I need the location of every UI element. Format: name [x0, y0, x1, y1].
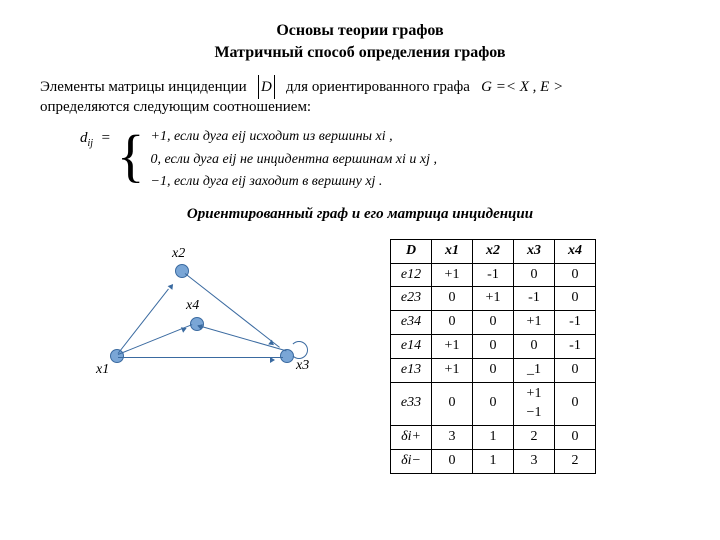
edge-e34: [198, 325, 287, 351]
table-cell: +1: [432, 335, 473, 359]
table-cell: 0: [473, 359, 514, 383]
case-2: 0, если дуга eij не инцидентна вершинам …: [151, 151, 437, 170]
table-cell: -1: [555, 311, 596, 335]
piecewise-definition: dij = { +1, если дуга eij исходит из вер…: [80, 128, 680, 193]
intro-paragraph: Элементы матрицы инциденции D для ориент…: [40, 77, 680, 118]
table-row-header: e33: [391, 382, 432, 425]
table-cell: 2: [514, 425, 555, 449]
table-header-cell: x1: [432, 239, 473, 263]
table-cell: +1 −1: [514, 382, 555, 425]
table-cell: +1: [473, 287, 514, 311]
table-cell: 0: [432, 449, 473, 473]
table-cell: 0: [473, 335, 514, 359]
intro-b: для ориентированного графа: [286, 79, 470, 95]
title-line-1: Основы теории графов: [40, 20, 680, 42]
label-x1: x1: [96, 361, 109, 380]
table-header-cell: x3: [514, 239, 555, 263]
edge-e13: [118, 357, 283, 358]
arrow-e13: [270, 357, 275, 363]
table-cell: 0: [473, 311, 514, 335]
table-cell: +1: [432, 263, 473, 287]
table-cell: 1: [473, 425, 514, 449]
left-brace-icon: {: [117, 128, 145, 183]
table-cell: -1: [514, 287, 555, 311]
table-cell: 3: [514, 449, 555, 473]
table-cell: 0: [473, 382, 514, 425]
node-x1: [110, 349, 124, 363]
table-cell: 2: [555, 449, 596, 473]
table-header-cell: D: [391, 239, 432, 263]
def-lhs: dij =: [80, 128, 111, 151]
table-cell: 0: [514, 263, 555, 287]
case-3: −1, если дуга eij заходит в вершину xj .: [151, 173, 437, 192]
incidence-matrix-table: Dx1x2x3x4e12+1-100e230+1-10e3400+1-1e14+…: [390, 239, 596, 474]
table-cell: _1: [514, 359, 555, 383]
label-x2: x2: [172, 245, 185, 264]
table-cell: +1: [514, 311, 555, 335]
graph-setnotation: G =< X , E >: [481, 79, 563, 95]
label-x3: x3: [296, 357, 309, 376]
table-cell: 0: [555, 425, 596, 449]
table-header-cell: x2: [473, 239, 514, 263]
table-cell: 1: [473, 449, 514, 473]
title-line-2: Матричный способ определения графов: [40, 42, 680, 64]
figure-caption: Ориентированный граф и его матрица инцид…: [40, 204, 680, 224]
table-cell: +1: [432, 359, 473, 383]
table-cell: 0: [555, 287, 596, 311]
table-cell: 0: [555, 263, 596, 287]
intro-c: определяются следующим соотношением:: [40, 99, 311, 115]
table-cell: 0: [555, 382, 596, 425]
table-cell: -1: [473, 263, 514, 287]
table-cell: 0: [432, 382, 473, 425]
table-header-cell: x4: [555, 239, 596, 263]
table-cell: 0: [432, 287, 473, 311]
table-row-header: δi−: [391, 449, 432, 473]
table-row-header: e12: [391, 263, 432, 287]
table-row-header: e14: [391, 335, 432, 359]
intro-a: Элементы матрицы инциденции: [40, 79, 247, 95]
table-cell: 0: [514, 335, 555, 359]
table-row-header: e23: [391, 287, 432, 311]
table-row-header: δi+: [391, 425, 432, 449]
table-row-header: e34: [391, 311, 432, 335]
label-x4: x4: [186, 297, 199, 316]
table-cell: -1: [555, 335, 596, 359]
table-cell: 0: [432, 311, 473, 335]
table-cell: 0: [555, 359, 596, 383]
matrix-name: D: [261, 79, 272, 95]
case-1: +1, если дуга eij исходит из вершины xi …: [151, 128, 437, 147]
table-row-header: e13: [391, 359, 432, 383]
table-cell: 3: [432, 425, 473, 449]
graph-diagram: x1 x2 x3 x4: [100, 249, 320, 379]
